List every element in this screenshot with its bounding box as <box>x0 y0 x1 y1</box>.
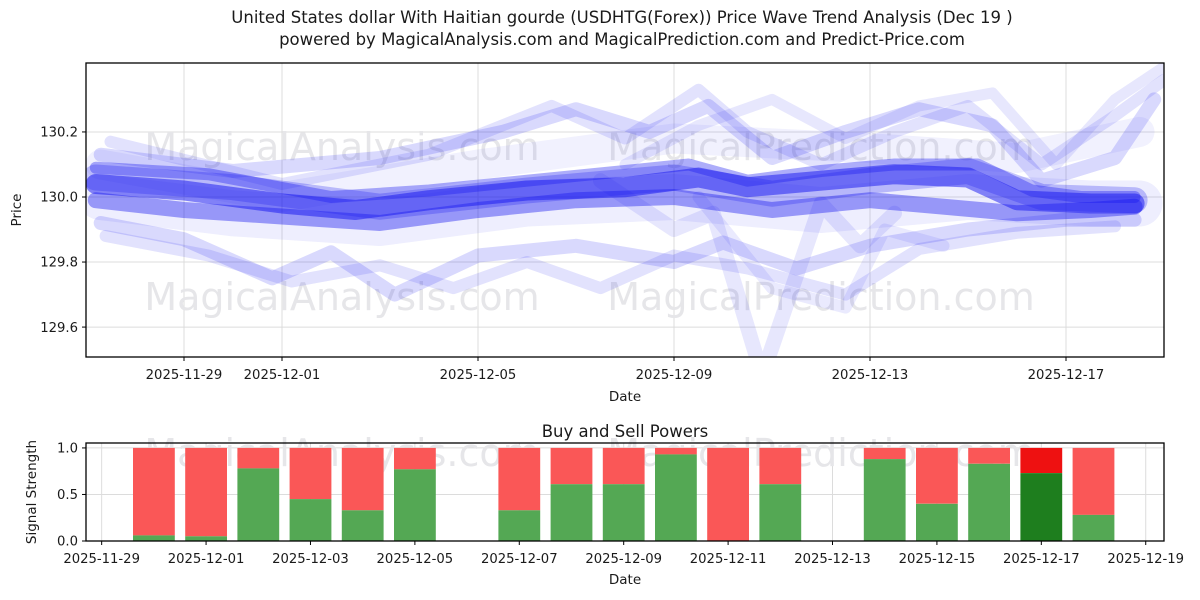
sell-power-bar-segment <box>602 447 645 485</box>
buy-power-bar-segment <box>498 510 541 541</box>
figure-title-line1: United States dollar With Haitian gourde… <box>231 8 1012 27</box>
sell-power-bar-segment <box>341 447 384 511</box>
sell-power-bar-segment <box>185 447 227 537</box>
x-tick-label: 2025-12-01 <box>244 368 321 383</box>
x-axis-label: Date <box>609 389 641 405</box>
buy-power-bar-segment <box>289 499 332 541</box>
x-tick-label: 2025-12-13 <box>794 552 871 567</box>
y-tick-label: 129.8 <box>40 256 78 271</box>
y-tick-label: 0.5 <box>57 488 78 503</box>
buy-power-bar-segment <box>185 536 227 541</box>
y-tick-label: 129.6 <box>40 321 78 336</box>
sell-power-bar-segment <box>916 447 958 504</box>
buy-power-bar-segment <box>133 535 175 541</box>
wave-band-ribbon <box>87 189 1143 231</box>
buy-power-bar-segment <box>237 468 280 541</box>
buy-power-bar-segment <box>1020 473 1063 541</box>
watermark-text: MagicalAnalysis.com <box>144 125 539 169</box>
y-tick-label: 0.0 <box>57 535 78 550</box>
y-tick-label: 130.0 <box>40 191 78 206</box>
buy-power-bar-segment <box>341 510 384 541</box>
buy-power-bar-segment <box>655 454 697 541</box>
x-tick-label: 2025-12-13 <box>832 368 909 383</box>
watermark-text: MagicalPrediction.com <box>607 275 1035 319</box>
sell-power-bar-segment <box>863 447 906 460</box>
x-tick-label: 2025-12-17 <box>1003 552 1080 567</box>
wave-band-ribbon <box>619 63 1164 170</box>
sell-power-bar-segment <box>394 447 436 470</box>
wave-band-ribbon <box>93 212 1142 302</box>
y-tick-label: 1.0 <box>57 442 78 457</box>
watermark-text: MagicalPrediction.com <box>607 125 1035 169</box>
buy-sell-chart-title: Buy and Sell Powers <box>542 422 709 441</box>
wave-bands-group <box>86 63 1164 357</box>
x-tick-label: 2025-11-29 <box>63 552 140 567</box>
wave-band-ribbon <box>99 220 1121 301</box>
y-axis-label: Signal Strength <box>24 440 40 544</box>
axes-frame <box>85 62 1165 358</box>
sell-power-bar-segment <box>707 447 749 541</box>
sell-power-bar-segment <box>289 447 332 500</box>
buy-power-bar-segment <box>394 469 436 541</box>
buy-sell-powers-chart: MagicalAnalysis.comMagicalPrediction.com… <box>24 422 1184 588</box>
x-tick-label: 2025-12-09 <box>585 552 662 567</box>
wave-band-ribbon <box>93 92 1162 188</box>
sell-power-bar-segment <box>237 447 280 469</box>
x-tick-label: 2025-12-19 <box>1107 552 1184 567</box>
buy-power-bar-segment <box>1072 514 1115 541</box>
buy-power-bar-segment <box>759 484 802 541</box>
sell-power-bar-segment <box>1072 447 1115 515</box>
x-tick-label: 2025-12-17 <box>1028 368 1105 383</box>
watermark-text: MagicalAnalysis.com <box>144 275 539 319</box>
wave-band-ribbon <box>692 191 950 314</box>
x-axis-label: Date <box>609 572 641 588</box>
x-tick-label: 2025-12-15 <box>899 552 976 567</box>
y-axis-label: Price <box>9 194 25 227</box>
wave-band-ribbon <box>593 173 902 357</box>
y-tick-label: 130.2 <box>40 126 78 141</box>
sell-power-bar-segment <box>498 447 541 511</box>
sell-power-bar-segment <box>968 447 1010 464</box>
wave-band-ribbon <box>104 73 1164 190</box>
x-tick-label: 2025-11-29 <box>146 368 223 383</box>
x-tick-label: 2025-12-03 <box>272 552 349 567</box>
x-tick-label: 2025-12-05 <box>440 368 517 383</box>
figure-title-line2: powered by MagicalAnalysis.com and Magic… <box>279 30 965 49</box>
buy-power-bar-segment <box>602 484 645 541</box>
x-tick-label: 2025-12-11 <box>690 552 767 567</box>
x-tick-label: 2025-12-01 <box>168 552 245 567</box>
buy-power-bar-segment <box>550 484 593 541</box>
x-tick-label: 2025-12-05 <box>377 552 454 567</box>
sell-power-bar-segment <box>550 447 593 485</box>
axes-frame <box>85 442 1165 542</box>
sell-power-bar-segment <box>655 447 697 455</box>
buy-power-bar-segment <box>863 459 906 541</box>
price-wave-chart: MagicalAnalysis.com MagicalPrediction.com… <box>9 62 1165 405</box>
wave-band-ribbon <box>86 164 1145 220</box>
x-tick-label: 2025-12-09 <box>636 368 713 383</box>
x-tick-label: 2025-12-07 <box>481 552 558 567</box>
sell-power-bar-segment <box>1020 447 1063 473</box>
sell-power-bar-segment <box>759 447 802 485</box>
buy-power-bar-segment <box>916 503 958 541</box>
buy-power-bar-segment <box>968 463 1010 541</box>
sell-power-bar-segment <box>133 447 175 536</box>
bars-group <box>133 447 1115 541</box>
